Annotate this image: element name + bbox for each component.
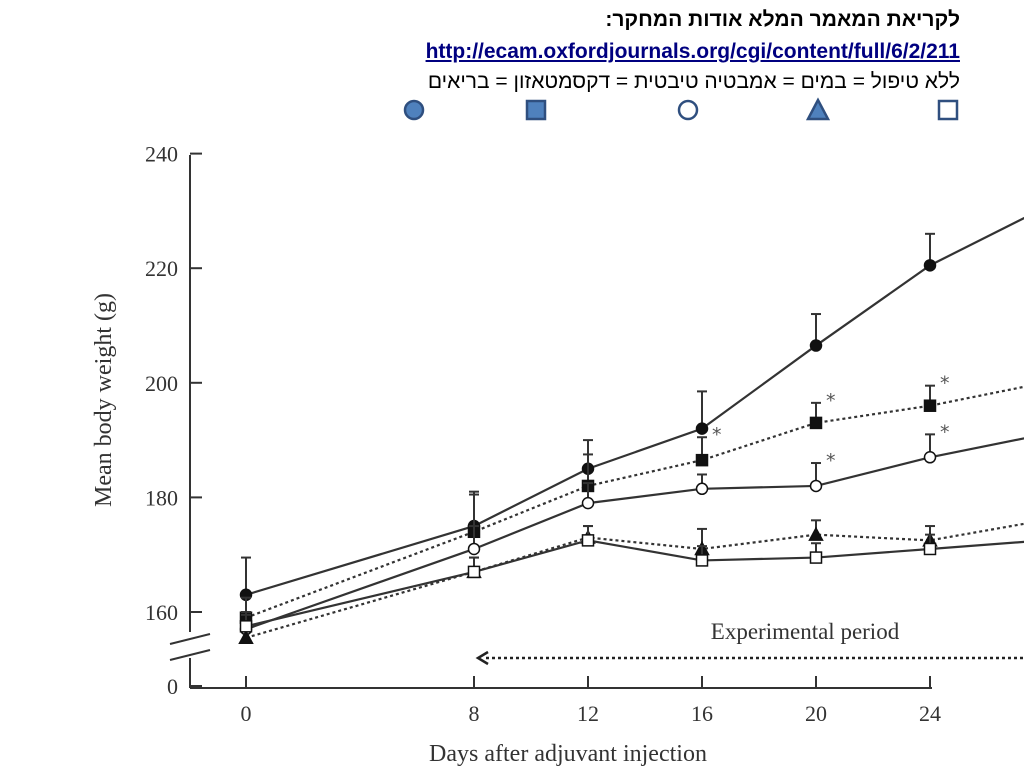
legend-open-square-icon: [937, 99, 959, 121]
data-point: [809, 339, 823, 352]
y-tick-label: 200: [145, 371, 178, 396]
data-point: [809, 416, 823, 430]
data-point: [808, 526, 824, 541]
experimental-period-annotation: Experimental period: [475, 619, 1024, 666]
data-point: [695, 453, 709, 467]
axis-break-mark: [169, 633, 211, 645]
data-point: [467, 542, 481, 556]
data-point: [238, 629, 254, 645]
significance-star: *: [712, 424, 722, 446]
x-axis-title: Days after adjuvant injection: [429, 741, 707, 767]
y-tick-label: 160: [145, 600, 178, 625]
article-link[interactable]: http://ecam.oxfordjournals.org/cgi/conte…: [425, 40, 960, 63]
series-line: [245, 539, 1024, 628]
series-line: [245, 216, 1024, 596]
series-filled-triangle: [238, 519, 1024, 645]
axis-break-mark: [169, 649, 211, 661]
significance-star: *: [826, 450, 836, 472]
data-point: [695, 422, 709, 435]
series-line: [245, 385, 1024, 619]
x-tick-label: 8: [469, 701, 480, 726]
significance-star: *: [940, 373, 950, 395]
data-point: [695, 554, 709, 567]
x-tick-label: 20: [805, 701, 827, 726]
data-point: [581, 534, 595, 547]
chart-axes: 2402202001801600081216202428Days after a…: [91, 142, 941, 767]
data-point: [581, 496, 595, 510]
x-tick-label: 16: [691, 701, 713, 726]
y-tick-label: 0: [167, 674, 178, 699]
significance-star: *: [940, 421, 950, 443]
data-point: [695, 482, 709, 496]
y-tick-label: 180: [145, 485, 178, 510]
data-point: [809, 479, 823, 493]
data-point: [923, 259, 937, 272]
data-point: [467, 565, 481, 579]
significance-star: *: [826, 390, 836, 412]
series-filled-square: * * * *: [239, 373, 1024, 624]
article-url: http://ecam.oxfordjournals.org/cgi/conte…: [426, 40, 960, 64]
series-layer: *******: [238, 216, 1024, 645]
legend-open-circle-icon: [677, 99, 699, 121]
data-point: [923, 451, 937, 464]
arrowhead-left: [475, 650, 489, 666]
legend-filled-square-icon: [525, 99, 547, 121]
y-tick-label: 240: [145, 142, 178, 167]
y-tick-label: 220: [145, 256, 178, 281]
series-filled-circle: [239, 216, 1024, 602]
legend-text: ללא טיפול = במים = אמבטיה טיבטית = דקסמט…: [427, 70, 960, 93]
data-point: [923, 542, 937, 556]
series-line: [245, 437, 1024, 631]
series-open-square: [239, 525, 1024, 633]
legend-markers: [403, 97, 959, 121]
article-heading: לקריאת המאמר המלא אודות המחקר:: [605, 8, 960, 31]
x-tick-label: 24: [919, 701, 941, 726]
x-tick-label: 0: [241, 701, 252, 726]
legend-filled-triangle-icon: [805, 97, 831, 121]
data-point: [239, 620, 253, 633]
legend-filled-circle-icon: [403, 99, 425, 121]
experimental-period-label: Experimental period: [711, 619, 900, 644]
y-axis-title: Mean body weight (g): [91, 293, 117, 507]
series-line: [245, 522, 1024, 639]
x-tick-label: 12: [577, 701, 599, 726]
data-point: [923, 399, 937, 412]
data-point: [809, 551, 823, 564]
